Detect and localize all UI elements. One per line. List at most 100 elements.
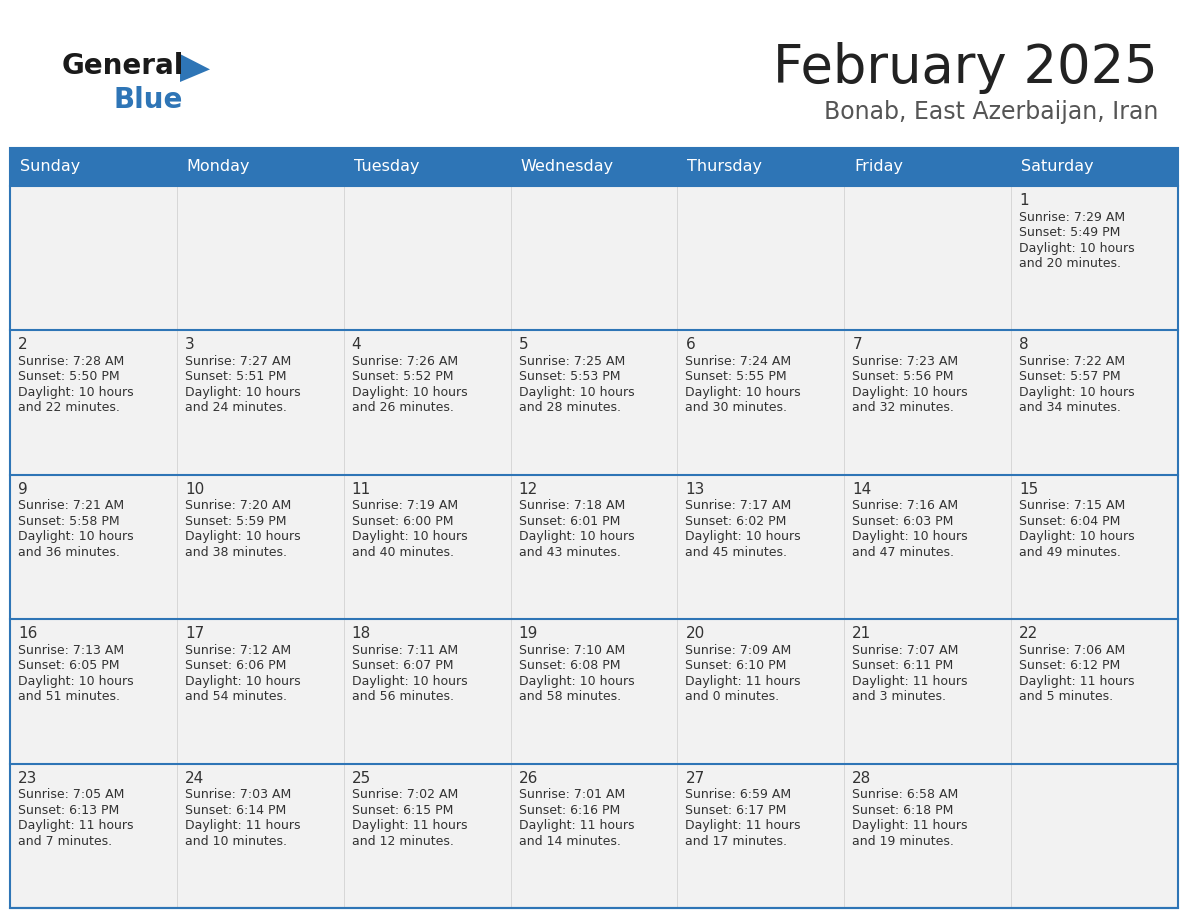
Text: Daylight: 11 hours: Daylight: 11 hours — [352, 819, 467, 832]
Text: Sunset: 5:53 PM: Sunset: 5:53 PM — [519, 371, 620, 384]
Text: Daylight: 10 hours: Daylight: 10 hours — [685, 386, 801, 399]
Text: Sunset: 6:05 PM: Sunset: 6:05 PM — [18, 659, 120, 672]
Text: Sunrise: 7:20 AM: Sunrise: 7:20 AM — [185, 499, 291, 512]
Text: Sunset: 6:11 PM: Sunset: 6:11 PM — [852, 659, 954, 672]
Text: Daylight: 10 hours: Daylight: 10 hours — [18, 531, 133, 543]
Text: and 19 minutes.: and 19 minutes. — [852, 834, 954, 847]
FancyBboxPatch shape — [10, 330, 1178, 475]
Text: Daylight: 10 hours: Daylight: 10 hours — [1019, 531, 1135, 543]
Text: and 36 minutes.: and 36 minutes. — [18, 546, 120, 559]
Text: Blue: Blue — [114, 86, 183, 114]
Text: 4: 4 — [352, 338, 361, 353]
Text: 10: 10 — [185, 482, 204, 497]
Text: 21: 21 — [852, 626, 872, 641]
Text: Sunset: 6:16 PM: Sunset: 6:16 PM — [519, 803, 620, 817]
Text: Monday: Monday — [187, 160, 251, 174]
Text: Sunrise: 7:28 AM: Sunrise: 7:28 AM — [18, 355, 125, 368]
Text: 8: 8 — [1019, 338, 1029, 353]
Text: Sunset: 6:15 PM: Sunset: 6:15 PM — [352, 803, 453, 817]
Text: Sunrise: 6:58 AM: Sunrise: 6:58 AM — [852, 789, 959, 801]
Text: and 20 minutes.: and 20 minutes. — [1019, 257, 1121, 270]
Text: Sunrise: 7:21 AM: Sunrise: 7:21 AM — [18, 499, 124, 512]
Text: Wednesday: Wednesday — [520, 160, 614, 174]
Text: Daylight: 10 hours: Daylight: 10 hours — [1019, 386, 1135, 399]
Text: February 2025: February 2025 — [773, 42, 1158, 94]
FancyBboxPatch shape — [10, 764, 1178, 908]
Text: Sunset: 5:49 PM: Sunset: 5:49 PM — [1019, 226, 1120, 239]
Text: Daylight: 10 hours: Daylight: 10 hours — [185, 675, 301, 688]
Text: and 12 minutes.: and 12 minutes. — [352, 834, 454, 847]
Text: Sunrise: 7:01 AM: Sunrise: 7:01 AM — [519, 789, 625, 801]
Text: General: General — [62, 52, 184, 80]
Text: and 14 minutes.: and 14 minutes. — [519, 834, 620, 847]
Text: Sunrise: 7:07 AM: Sunrise: 7:07 AM — [852, 644, 959, 656]
Text: and 22 minutes.: and 22 minutes. — [18, 401, 120, 414]
Text: and 30 minutes.: and 30 minutes. — [685, 401, 788, 414]
FancyBboxPatch shape — [10, 475, 1178, 620]
Text: 28: 28 — [852, 770, 872, 786]
Text: Sunrise: 7:27 AM: Sunrise: 7:27 AM — [185, 355, 291, 368]
Text: and 56 minutes.: and 56 minutes. — [352, 690, 454, 703]
Text: Daylight: 10 hours: Daylight: 10 hours — [352, 531, 467, 543]
Text: Daylight: 10 hours: Daylight: 10 hours — [185, 531, 301, 543]
Text: Sunrise: 7:23 AM: Sunrise: 7:23 AM — [852, 355, 959, 368]
Text: Daylight: 11 hours: Daylight: 11 hours — [519, 819, 634, 832]
Text: Saturday: Saturday — [1022, 160, 1094, 174]
Text: 7: 7 — [852, 338, 862, 353]
Text: Sunrise: 7:16 AM: Sunrise: 7:16 AM — [852, 499, 959, 512]
Text: Daylight: 11 hours: Daylight: 11 hours — [18, 819, 133, 832]
Text: 2: 2 — [18, 338, 27, 353]
Text: Sunset: 6:07 PM: Sunset: 6:07 PM — [352, 659, 453, 672]
Text: Daylight: 11 hours: Daylight: 11 hours — [1019, 675, 1135, 688]
Text: and 17 minutes.: and 17 minutes. — [685, 834, 788, 847]
Text: and 0 minutes.: and 0 minutes. — [685, 690, 779, 703]
Text: 26: 26 — [519, 770, 538, 786]
Text: and 49 minutes.: and 49 minutes. — [1019, 546, 1121, 559]
Text: and 40 minutes.: and 40 minutes. — [352, 546, 454, 559]
Text: and 7 minutes.: and 7 minutes. — [18, 834, 112, 847]
Text: Daylight: 10 hours: Daylight: 10 hours — [519, 675, 634, 688]
Text: Sunset: 6:00 PM: Sunset: 6:00 PM — [352, 515, 453, 528]
Text: Sunset: 5:55 PM: Sunset: 5:55 PM — [685, 371, 788, 384]
Text: Sunset: 5:58 PM: Sunset: 5:58 PM — [18, 515, 120, 528]
Text: Sunset: 6:02 PM: Sunset: 6:02 PM — [685, 515, 786, 528]
Text: Daylight: 10 hours: Daylight: 10 hours — [852, 531, 968, 543]
Text: Sunday: Sunday — [20, 160, 81, 174]
Text: Sunrise: 6:59 AM: Sunrise: 6:59 AM — [685, 789, 791, 801]
Text: Sunset: 6:14 PM: Sunset: 6:14 PM — [185, 803, 286, 817]
Text: and 10 minutes.: and 10 minutes. — [185, 834, 286, 847]
Text: 27: 27 — [685, 770, 704, 786]
Text: Sunrise: 7:12 AM: Sunrise: 7:12 AM — [185, 644, 291, 656]
Text: Sunrise: 7:19 AM: Sunrise: 7:19 AM — [352, 499, 457, 512]
Text: and 58 minutes.: and 58 minutes. — [519, 690, 620, 703]
Text: Sunrise: 7:15 AM: Sunrise: 7:15 AM — [1019, 499, 1125, 512]
Text: Sunrise: 7:05 AM: Sunrise: 7:05 AM — [18, 789, 125, 801]
Text: 3: 3 — [185, 338, 195, 353]
Text: Daylight: 10 hours: Daylight: 10 hours — [352, 675, 467, 688]
Text: Sunset: 6:08 PM: Sunset: 6:08 PM — [519, 659, 620, 672]
Text: Daylight: 10 hours: Daylight: 10 hours — [18, 386, 133, 399]
Text: 20: 20 — [685, 626, 704, 641]
Text: and 54 minutes.: and 54 minutes. — [185, 690, 286, 703]
Text: Daylight: 11 hours: Daylight: 11 hours — [185, 819, 301, 832]
Text: Sunrise: 7:02 AM: Sunrise: 7:02 AM — [352, 789, 457, 801]
Text: 17: 17 — [185, 626, 204, 641]
Text: Sunset: 5:57 PM: Sunset: 5:57 PM — [1019, 371, 1120, 384]
Text: 12: 12 — [519, 482, 538, 497]
Text: and 24 minutes.: and 24 minutes. — [185, 401, 286, 414]
Text: and 45 minutes.: and 45 minutes. — [685, 546, 788, 559]
Text: Daylight: 10 hours: Daylight: 10 hours — [18, 675, 133, 688]
Text: 14: 14 — [852, 482, 872, 497]
Text: 9: 9 — [18, 482, 27, 497]
FancyBboxPatch shape — [10, 148, 1178, 186]
Text: Sunset: 6:12 PM: Sunset: 6:12 PM — [1019, 659, 1120, 672]
Text: Daylight: 10 hours: Daylight: 10 hours — [685, 531, 801, 543]
Text: Sunrise: 7:09 AM: Sunrise: 7:09 AM — [685, 644, 791, 656]
Text: Sunrise: 7:06 AM: Sunrise: 7:06 AM — [1019, 644, 1125, 656]
Text: and 3 minutes.: and 3 minutes. — [852, 690, 947, 703]
Text: Daylight: 10 hours: Daylight: 10 hours — [852, 386, 968, 399]
Text: Daylight: 10 hours: Daylight: 10 hours — [1019, 241, 1135, 254]
Text: Daylight: 11 hours: Daylight: 11 hours — [852, 675, 968, 688]
Text: and 34 minutes.: and 34 minutes. — [1019, 401, 1121, 414]
Text: Sunset: 5:51 PM: Sunset: 5:51 PM — [185, 371, 286, 384]
